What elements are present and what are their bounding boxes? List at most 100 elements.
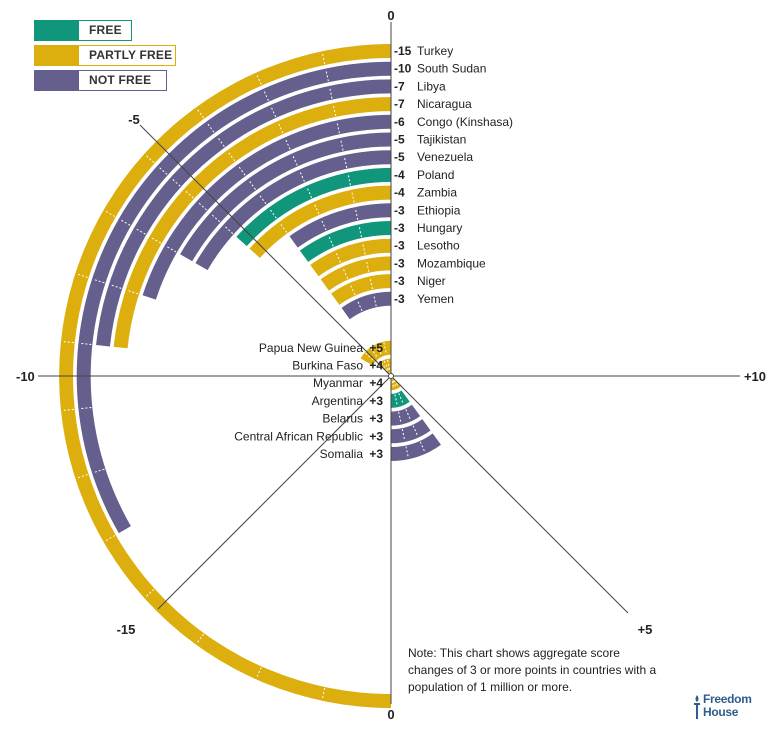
country-label-mozambique: Mozambique: [417, 256, 486, 270]
bar-separator: [76, 273, 88, 278]
legend-label-free: FREE: [89, 23, 122, 37]
change-label-yemen: -3: [394, 292, 405, 306]
change-label-somalia: +3: [369, 447, 383, 461]
bar-separator: [196, 633, 204, 645]
bar-separator: [327, 235, 334, 247]
bar-separator: [126, 289, 139, 295]
bar-separator: [104, 210, 115, 217]
legend-item-free: FREE: [34, 20, 132, 41]
bar-separator: [313, 202, 320, 215]
bar-separator: [340, 138, 344, 151]
bar-separator: [325, 69, 329, 82]
bar-separator: [398, 393, 405, 405]
country-label-burkina-faso: Burkina Faso: [292, 359, 363, 373]
axis-diagonal-upper-left: [139, 124, 392, 377]
country-label-myanmar: Myanmar: [313, 376, 363, 390]
axis-label-lower-right: +5: [638, 622, 653, 637]
bar-separator: [76, 474, 88, 479]
bar-separator: [419, 441, 426, 453]
bar-poland: [236, 167, 391, 247]
country-label-zambia: Zambia: [417, 186, 457, 200]
change-label-papua-new-guinea: +5: [369, 341, 383, 355]
change-label-ethiopia: -3: [394, 203, 405, 217]
bar-zambia: [249, 185, 391, 258]
bar-libya: [96, 79, 391, 347]
axis-label-lower-left: -15: [117, 622, 136, 637]
bar-separator: [336, 121, 340, 134]
bar-separator: [216, 136, 225, 147]
bar-separator: [150, 236, 161, 244]
change-label-nicaragua: -7: [394, 97, 405, 111]
bar-south-sudan: [76, 61, 391, 534]
legend: FREE PARTLY FREE NOT FREE: [34, 20, 176, 95]
bar-separator: [206, 122, 215, 133]
bar-separator: [268, 208, 277, 219]
bar-separator: [370, 348, 379, 359]
bar-separator: [157, 165, 168, 175]
bar-separator: [332, 104, 337, 117]
bars-group: [59, 44, 441, 708]
bar-tajikistan: [180, 132, 391, 262]
bar-separator: [365, 259, 370, 272]
bar-separator: [391, 376, 400, 387]
change-label-congo-kinshasa: -6: [394, 115, 405, 129]
bar-separator: [255, 667, 262, 679]
bar-separator: [412, 425, 419, 437]
bar-nicaragua: [113, 97, 392, 349]
bar-separator: [291, 154, 298, 166]
bar-separator: [79, 342, 92, 346]
bar-separator: [270, 105, 277, 118]
axis-label-upper-left: -5: [128, 112, 140, 127]
bar-separator: [237, 165, 246, 176]
bar-separator: [144, 154, 155, 163]
bar-separator: [351, 190, 355, 203]
bar-separator: [335, 251, 341, 263]
change-label-south-sudan: -10: [394, 62, 412, 76]
bar-separator: [354, 207, 359, 220]
bar-separator: [210, 213, 221, 223]
country-label-yemen: Yemen: [417, 292, 454, 306]
bar-venezuela: [195, 150, 391, 271]
legend-item-partly-free: PARTLY FREE: [34, 45, 176, 66]
legend-swatch-free: [35, 21, 79, 40]
bar-central-african-republic: [391, 419, 431, 444]
bar-separator: [196, 107, 204, 119]
bar-separator: [61, 408, 74, 412]
bar-separator: [255, 73, 262, 85]
bar-separator: [358, 225, 362, 238]
logo-line-2: House: [703, 705, 739, 719]
country-label-turkey: Turkey: [417, 44, 453, 58]
bar-separator: [321, 52, 326, 65]
country-label-nicaragua: Nicaragua: [417, 97, 472, 111]
country-label-argentina: Argentina: [312, 394, 364, 408]
bar-separator: [343, 156, 348, 168]
change-label-argentina: +3: [369, 394, 383, 408]
legend-swatch-partly-free: [35, 46, 79, 65]
country-label-tajikistan: Tajikistan: [417, 133, 466, 147]
change-label-hungary: -3: [394, 221, 405, 235]
chart-note: Note: This chart shows aggregate score c…: [408, 646, 657, 694]
bar-separator: [373, 294, 377, 307]
bar-separator: [349, 283, 356, 295]
country-label-somalia: Somalia: [320, 447, 364, 461]
country-label-ethiopia: Ethiopia: [417, 203, 461, 217]
country-label-poland: Poland: [417, 168, 454, 182]
change-label-myanmar: +4: [369, 376, 383, 390]
bar-separator: [223, 225, 234, 234]
country-label-libya: Libya: [417, 79, 446, 93]
bar-separator: [321, 687, 326, 700]
bar-separator: [376, 344, 383, 356]
bar-separator: [394, 394, 398, 407]
bar-separator: [387, 359, 391, 372]
bar-separator: [92, 468, 105, 474]
bar-separator: [104, 535, 115, 542]
change-label-tajikistan: -5: [394, 133, 405, 147]
axis-label-right: +10: [744, 369, 766, 384]
country-label-central-african-republic: Central African Republic: [234, 429, 363, 443]
bar-separator: [362, 242, 366, 255]
bar-separator: [383, 342, 387, 355]
bar-separator: [356, 299, 363, 312]
torch-icon: [694, 695, 700, 719]
axis-diagonal-lower-right: [390, 375, 629, 614]
bar-separator: [165, 245, 177, 253]
